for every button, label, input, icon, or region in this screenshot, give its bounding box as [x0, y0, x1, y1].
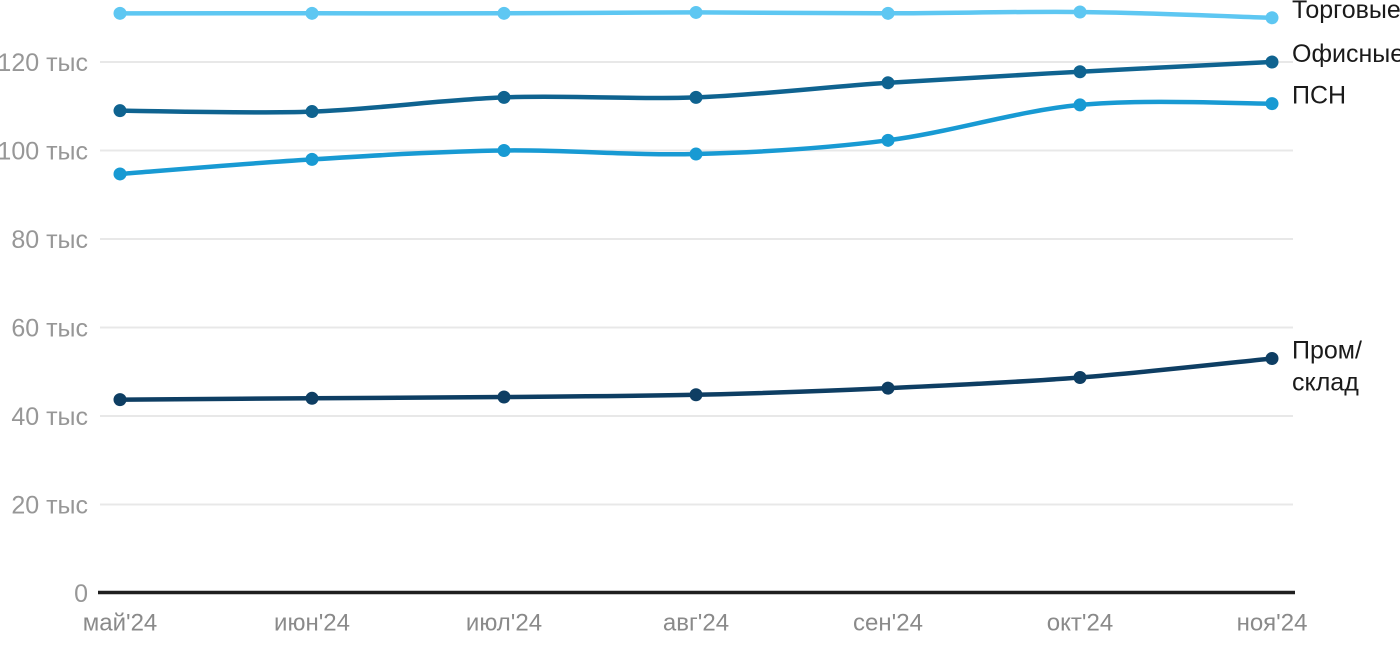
data-point[interactable]	[881, 381, 895, 395]
data-point[interactable]	[881, 6, 895, 20]
series-label: ПСН	[1292, 82, 1346, 110]
x-axis-tick-label: ноя'24	[1237, 609, 1308, 636]
x-axis-tick-label: сен'24	[853, 609, 923, 636]
data-point[interactable]	[689, 388, 703, 402]
data-point[interactable]	[113, 393, 127, 407]
x-axis-tick-label: июн'24	[274, 609, 350, 636]
data-point[interactable]	[305, 152, 319, 166]
x-axis-tick-label: авг'24	[663, 609, 729, 636]
data-point[interactable]	[497, 90, 511, 104]
data-point[interactable]	[1265, 11, 1279, 25]
y-axis-tick-label: 40 тыс	[11, 403, 88, 431]
data-point[interactable]	[689, 147, 703, 161]
data-point[interactable]	[1073, 371, 1087, 385]
y-axis-tick-label: 100 тыс	[0, 137, 88, 165]
y-axis-tick-label: 0	[74, 580, 88, 608]
data-point[interactable]	[497, 390, 511, 404]
data-point[interactable]	[497, 144, 511, 157]
data-point[interactable]	[881, 133, 895, 147]
data-point[interactable]	[689, 5, 703, 19]
data-point[interactable]	[689, 90, 703, 104]
data-point[interactable]	[113, 6, 127, 20]
x-axis-tick-label: май'24	[83, 609, 158, 636]
data-point[interactable]	[305, 6, 319, 20]
y-axis-tick-label: 20 тыс	[11, 491, 88, 519]
series-label: Пром/склад	[1292, 336, 1362, 396]
data-point[interactable]	[1073, 65, 1087, 79]
series-label: Торговые	[1292, 0, 1400, 24]
data-point[interactable]	[305, 391, 319, 405]
data-point[interactable]	[1265, 55, 1279, 69]
x-axis-tick-label: окт'24	[1047, 609, 1113, 636]
y-axis-tick-label: 120 тыс	[0, 49, 88, 77]
data-point[interactable]	[1073, 5, 1087, 19]
series-label: Офисные	[1292, 40, 1400, 68]
data-point[interactable]	[1073, 98, 1087, 112]
y-axis-tick-label: 80 тыс	[11, 226, 88, 254]
data-point[interactable]	[113, 104, 127, 118]
data-point[interactable]	[881, 76, 895, 90]
y-axis-tick-label: 60 тыс	[11, 314, 88, 342]
data-point[interactable]	[1265, 351, 1279, 365]
data-point[interactable]	[113, 167, 127, 181]
data-point[interactable]	[497, 6, 511, 20]
data-point[interactable]	[1265, 97, 1279, 111]
data-point[interactable]	[305, 105, 319, 119]
x-axis-tick-label: июл'24	[466, 609, 542, 636]
